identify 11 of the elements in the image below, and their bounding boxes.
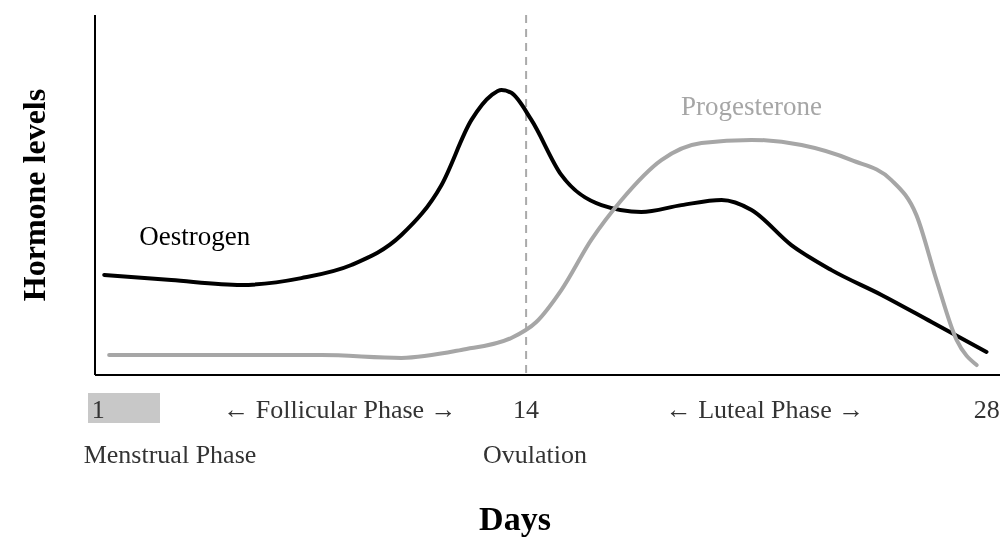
text: Ovulation <box>483 440 587 469</box>
series-label: Oestrogen <box>139 220 251 251</box>
y-axis-title: Hormone levels <box>16 88 52 302</box>
series-label: Progesterone <box>681 90 823 121</box>
text: ← Luteal Phase → <box>665 395 865 424</box>
text: Menstrual Phase <box>83 440 257 469</box>
text: ← Follicular Phase → <box>223 395 457 424</box>
x-tick-label: 14 <box>513 395 540 424</box>
x-tick-label: 28 <box>973 395 1000 424</box>
x-axis-title: Days <box>479 500 551 537</box>
x-tick-label: 1 <box>91 395 105 424</box>
